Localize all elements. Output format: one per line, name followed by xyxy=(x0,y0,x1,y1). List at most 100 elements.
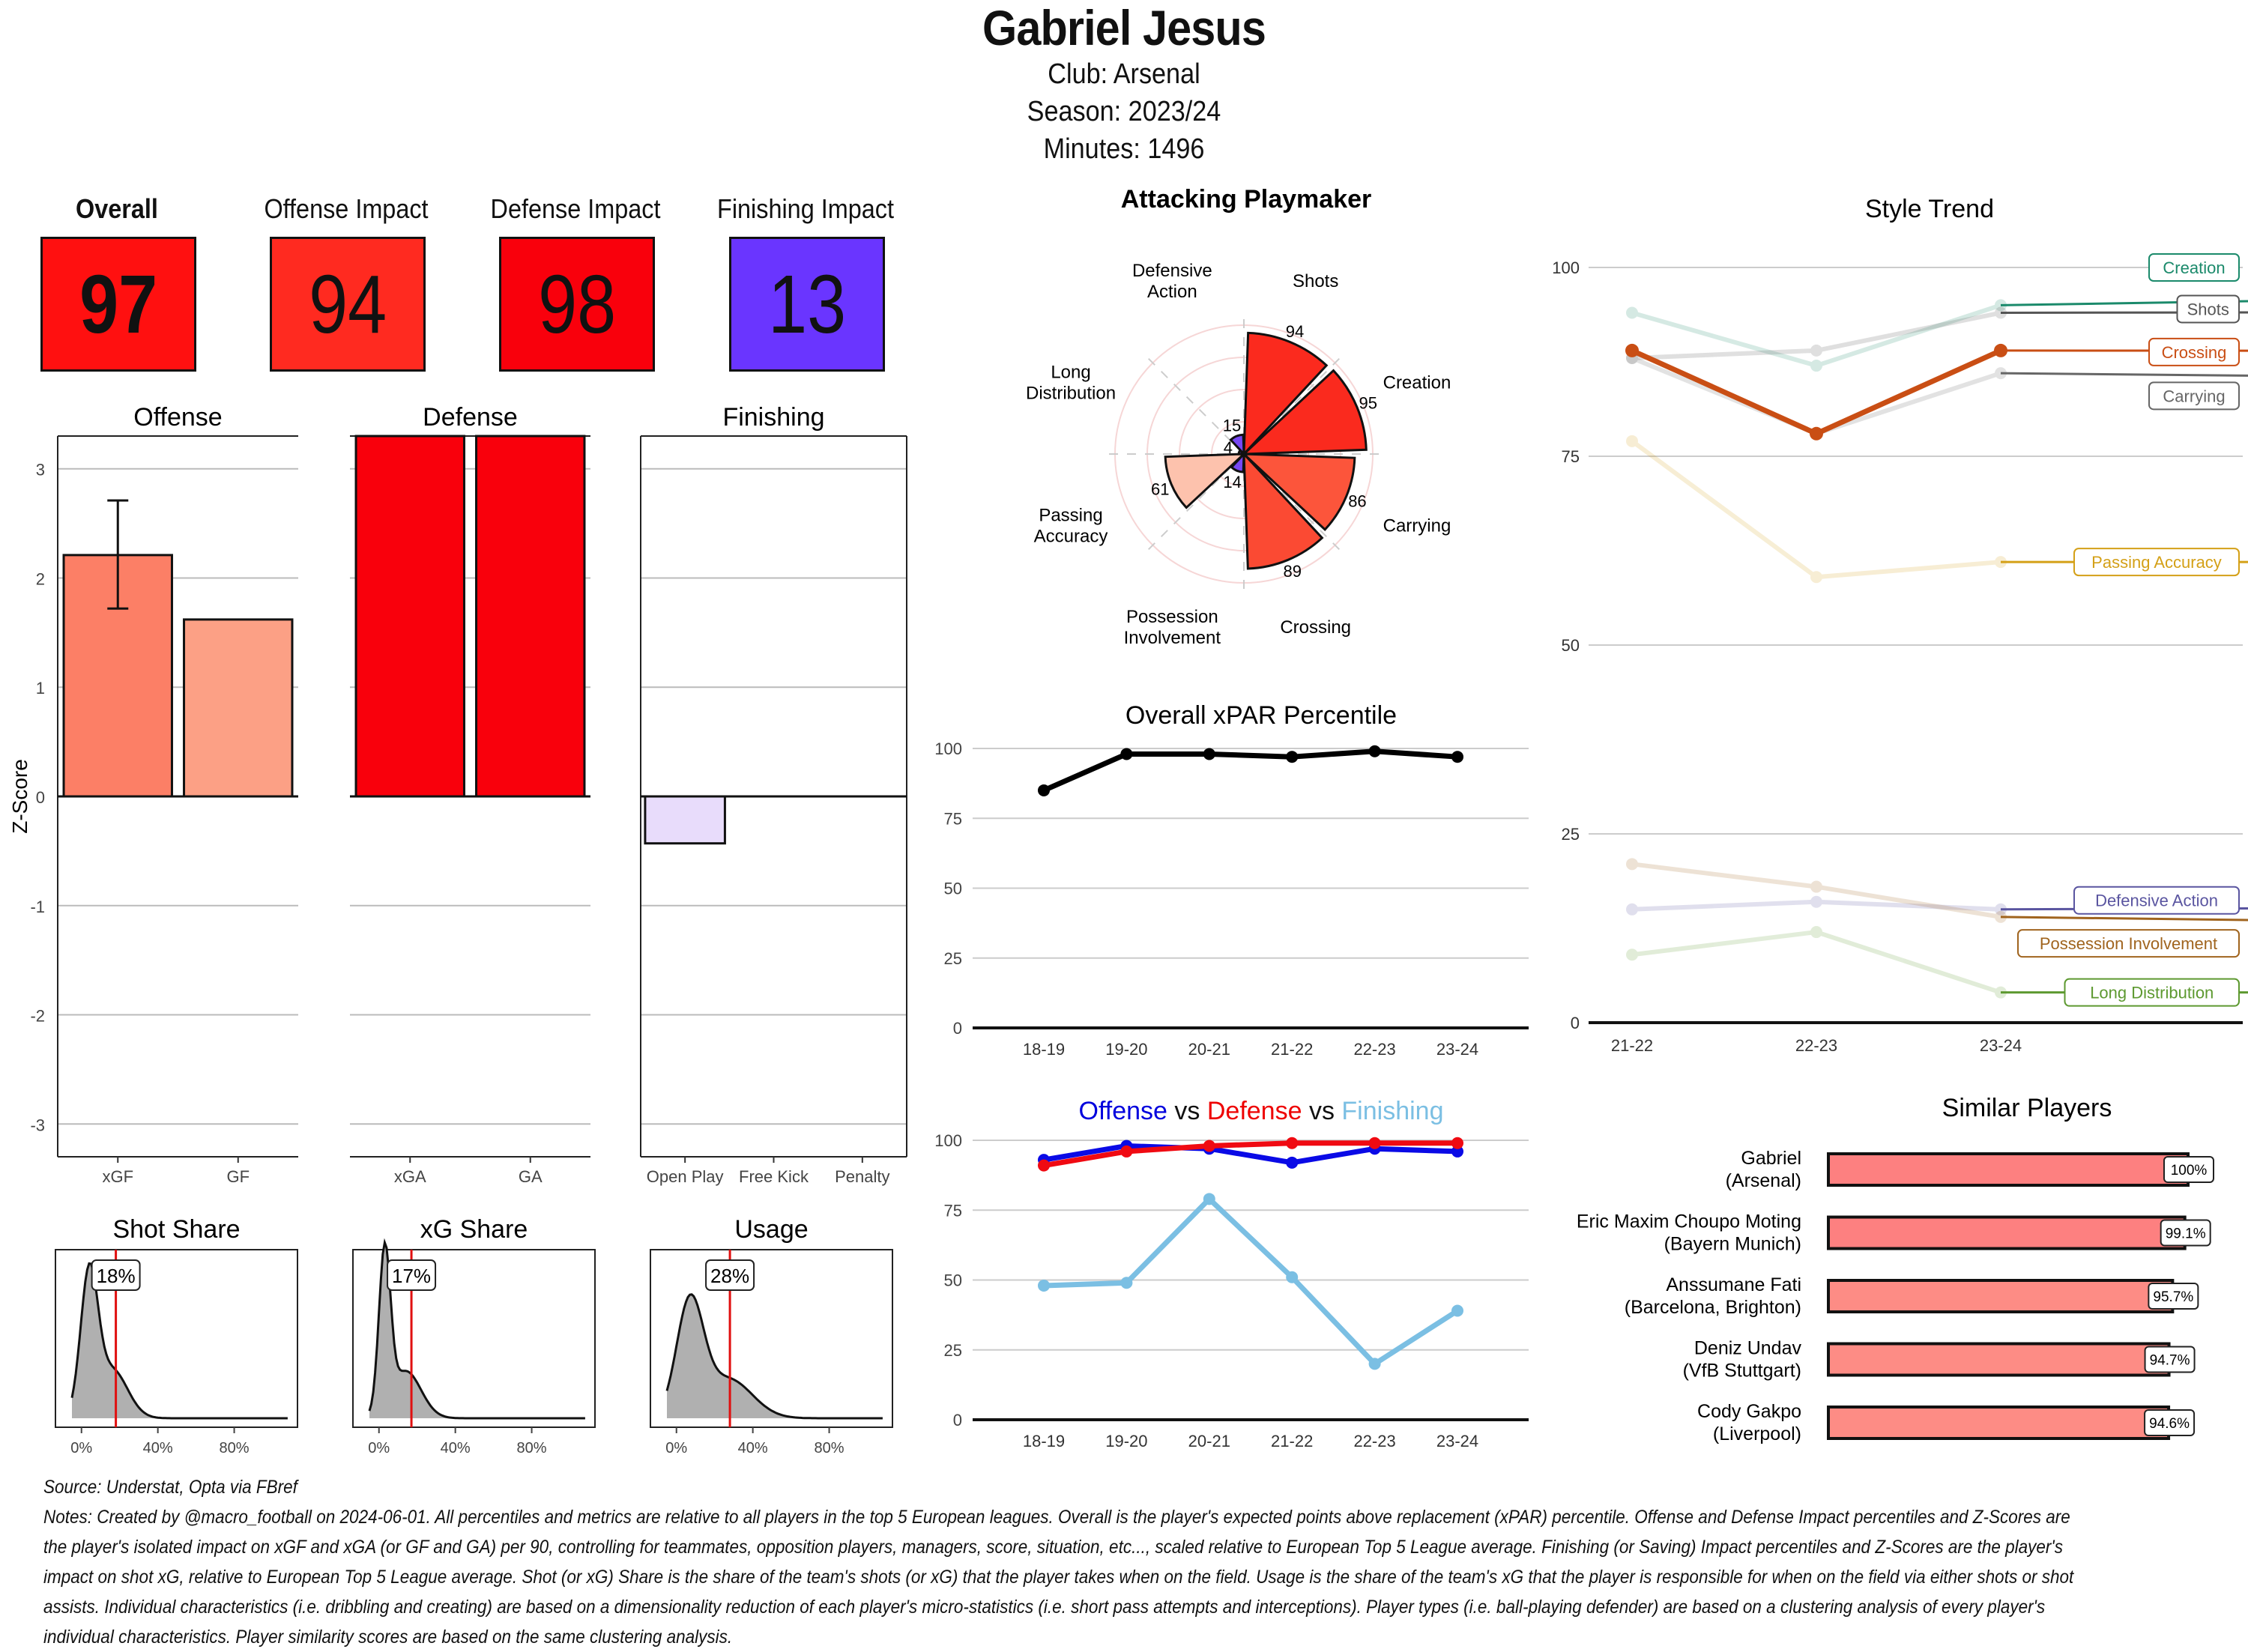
tile-value: 13 xyxy=(767,258,846,351)
season-label: Season: 2023/24 xyxy=(1027,96,1221,127)
series-label: Creation xyxy=(2163,258,2225,277)
player-label: Gabriel xyxy=(1741,1148,1801,1169)
radar-category-label: Creation xyxy=(1383,372,1451,393)
player-label: Deniz Undav xyxy=(1694,1338,1802,1359)
y-tick-label: 0 xyxy=(953,1019,962,1038)
series-line xyxy=(1042,748,1458,793)
y-tick-label: 50 xyxy=(944,880,962,898)
series-creation xyxy=(1626,299,2007,372)
similarity-bar xyxy=(1827,1279,2175,1313)
x-tick-label: 18-19 xyxy=(1023,1432,1065,1450)
series-label: Crossing xyxy=(2162,343,2227,362)
radar-wedge-shots xyxy=(1242,331,1329,457)
similarity-bar xyxy=(1827,1152,2190,1187)
density-area xyxy=(667,1294,883,1418)
tile-value: 98 xyxy=(537,258,616,351)
player-label: (Liverpool) xyxy=(1713,1423,1801,1444)
player-label: Cody Gakpo xyxy=(1697,1401,1801,1422)
x-tick-label: 40% xyxy=(738,1440,768,1456)
y-tick-label: 75 xyxy=(1562,447,1580,466)
data-point xyxy=(1120,1277,1133,1289)
radar-gridcircle xyxy=(1211,421,1277,487)
panel-title: Shot Share xyxy=(112,1215,240,1244)
x-tick-label: 0% xyxy=(70,1440,92,1456)
data-point xyxy=(1203,748,1215,760)
tile-value: 94 xyxy=(308,258,387,351)
y-tick-label: 75 xyxy=(944,1201,962,1220)
data-point xyxy=(1286,1137,1299,1149)
player-label: (Barcelona, Brighton) xyxy=(1625,1297,1801,1318)
tile-value-box: 98 xyxy=(499,237,655,372)
radar-value-label: 61 xyxy=(1151,479,1169,498)
radar-wedge-passing-accuracy xyxy=(1164,453,1247,509)
value-label: 18% xyxy=(97,1265,136,1287)
density-charts: Shot Share 18% 0% 40% 80% xG Share 17% 0% 40% 80%… xyxy=(55,1215,893,1456)
similarity-label-box xyxy=(2144,1409,2196,1436)
y-tick-label: 50 xyxy=(1562,636,1580,655)
series-line xyxy=(1043,1143,1458,1166)
title-part: Offense xyxy=(1079,1097,1167,1125)
similarity-label-box xyxy=(2160,1219,2211,1247)
series-line xyxy=(1631,439,2001,580)
style-trend-chart: Style Trend 0 25 50 75 100 21-22 22-23 23-24 Crea… xyxy=(1552,195,2248,1055)
bar-gf xyxy=(183,618,294,798)
density-panel-xg-share: xG Share 17% 0% 40% 80% xyxy=(352,1215,596,1456)
x-tick-label: 18-19 xyxy=(1023,1040,1065,1059)
radar-value-label: 95 xyxy=(1359,393,1377,412)
series-label: Possession Involvement xyxy=(2040,934,2217,953)
panel-title: Offense xyxy=(133,403,222,432)
data-point xyxy=(1451,1137,1463,1149)
y-tick-label: 0 xyxy=(953,1411,962,1429)
panel-title: Finishing xyxy=(722,403,824,432)
data-point xyxy=(1368,745,1381,757)
similarity-label: 95.7% xyxy=(2153,1289,2193,1305)
series-label-box xyxy=(2148,253,2240,282)
tile-offense-impact: Offense Impact 94 xyxy=(234,193,459,372)
density-panel-usage: Usage 28% 0% 40% 80% xyxy=(650,1215,893,1456)
xpar-chart: Overall xPAR Percentile 0 25 50 75 100 18-19 19… xyxy=(934,701,1529,1059)
similarity-bar xyxy=(1827,1215,2187,1250)
radar-spoke xyxy=(1141,351,1245,455)
data-point xyxy=(1120,1145,1133,1158)
x-tick-label: 20-21 xyxy=(1188,1040,1230,1059)
series-line xyxy=(1043,1140,1457,1169)
data-point xyxy=(1451,1145,1463,1158)
x-tick-label: 80% xyxy=(815,1440,844,1456)
radar-category-label: Shots xyxy=(1293,271,1338,291)
series-line xyxy=(1043,1196,1459,1367)
series-line xyxy=(1631,899,2001,912)
data-point xyxy=(1038,1159,1050,1172)
title-part: Finishing xyxy=(1335,1097,1444,1125)
data-point xyxy=(1368,1137,1381,1149)
density-line xyxy=(665,1293,883,1420)
y-tick-label: 100 xyxy=(934,739,962,758)
x-tick-label: xGF xyxy=(102,1167,133,1186)
player-name: Gabriel Jesus xyxy=(982,0,1266,55)
radar-value-label: 94 xyxy=(1286,322,1304,341)
player-label: Anssumane Fati xyxy=(1666,1274,1801,1295)
similarity-bar xyxy=(1827,1406,2171,1440)
series-shots xyxy=(1626,306,2007,364)
y-tick-label: 0 xyxy=(36,788,45,807)
data-point xyxy=(1626,858,1638,871)
radar-category-label: Crossing xyxy=(1280,617,1351,638)
series-line xyxy=(1631,862,2001,919)
x-tick-label: 23-24 xyxy=(1436,1432,1478,1450)
player-label: (VfB Stuttgart) xyxy=(1683,1361,1801,1382)
series-line xyxy=(1631,303,2001,369)
similarity-label: 94.6% xyxy=(2149,1416,2190,1432)
data-point xyxy=(1286,751,1299,763)
series-finishing xyxy=(1038,1193,1463,1370)
x-tick-label: Free Kick xyxy=(739,1167,809,1186)
tile-overall: Overall 97 xyxy=(4,193,229,372)
x-tick-label: 20-21 xyxy=(1188,1432,1230,1450)
similarity-bar xyxy=(1827,1342,2171,1377)
series-label-box xyxy=(2017,929,2240,958)
x-tick-label: 40% xyxy=(441,1440,471,1456)
chart-title: Similar Players xyxy=(1942,1094,2112,1122)
x-tick-label: 40% xyxy=(143,1440,173,1456)
radar-chart: Attacking Playmaker 94 Shots 95 Creation 86 Ca… xyxy=(1026,185,1451,648)
radar-wedge-possession-involvement xyxy=(1230,451,1245,473)
data-point xyxy=(1810,344,1822,357)
